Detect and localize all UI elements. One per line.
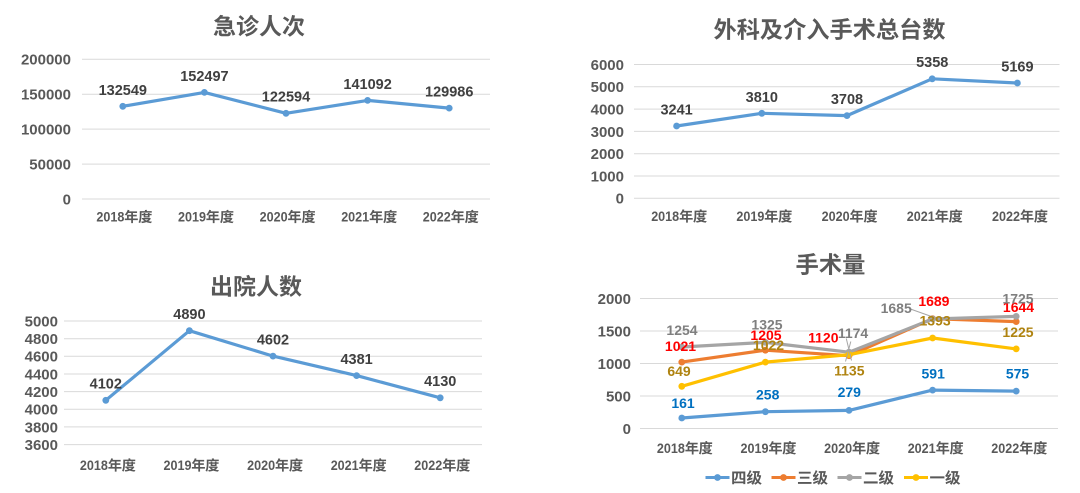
svg-text:2020: 2020 [260,209,288,225]
svg-text:200000: 200000 [21,52,71,69]
svg-text:2020: 2020 [822,208,850,224]
svg-text:575: 575 [1006,365,1030,381]
svg-text:4890: 4890 [173,307,205,323]
svg-text:161: 161 [671,395,695,411]
svg-text:2018: 2018 [657,440,685,456]
svg-text:132549: 132549 [99,83,147,99]
svg-text:152497: 152497 [180,69,228,85]
svg-text:5000: 5000 [25,313,58,330]
svg-text:258: 258 [756,387,780,403]
svg-text:4400: 4400 [25,366,58,383]
svg-text:2018: 2018 [96,209,124,225]
svg-text:2021: 2021 [331,457,359,473]
svg-text:1120: 1120 [808,329,839,345]
svg-text:2018: 2018 [651,208,679,224]
svg-text:2019: 2019 [741,440,769,456]
svg-text:2021: 2021 [908,440,936,456]
svg-text:1325: 1325 [751,317,782,333]
svg-text:1174: 1174 [838,325,869,341]
svg-text:2000: 2000 [591,146,624,163]
svg-text:5000: 5000 [591,79,624,96]
svg-text:2018: 2018 [80,457,108,473]
svg-text:3810: 3810 [746,90,778,106]
svg-text:4102: 4102 [90,377,122,393]
svg-text:1393: 1393 [920,313,951,329]
svg-text:1135: 1135 [834,363,865,379]
svg-text:5169: 5169 [1001,60,1033,76]
svg-text:3000: 3000 [591,124,624,141]
svg-text:2000: 2000 [598,291,631,308]
svg-text:4600: 4600 [25,349,58,366]
svg-text:4130: 4130 [424,374,456,390]
svg-text:1500: 1500 [598,323,631,340]
svg-text:279: 279 [838,384,862,400]
svg-text:4800: 4800 [25,331,58,348]
svg-text:1725: 1725 [1002,291,1033,307]
svg-text:150000: 150000 [21,87,71,104]
svg-text:5358: 5358 [916,55,948,71]
svg-text:4000: 4000 [25,402,58,419]
svg-text:2020: 2020 [824,440,852,456]
svg-text:122594: 122594 [262,90,310,106]
svg-text:1021: 1021 [665,338,696,354]
svg-text:2022: 2022 [991,440,1019,456]
svg-text:2021: 2021 [907,208,935,224]
svg-text:4602: 4602 [257,333,289,349]
svg-text:4200: 4200 [25,384,58,401]
svg-text:2020: 2020 [247,457,275,473]
svg-text:500: 500 [606,388,631,405]
svg-text:1000: 1000 [598,356,631,373]
svg-text:3600: 3600 [25,437,58,454]
svg-text:4000: 4000 [591,102,624,119]
svg-text:2022: 2022 [992,208,1020,224]
svg-text:1000: 1000 [591,168,624,185]
svg-text:1685: 1685 [881,300,912,316]
svg-text:129986: 129986 [425,85,473,101]
svg-text:100000: 100000 [21,122,71,139]
svg-text:2022: 2022 [423,209,451,225]
svg-text:1205: 1205 [750,327,781,343]
svg-text:50000: 50000 [29,157,71,174]
svg-text:4381: 4381 [340,352,372,368]
svg-text:3241: 3241 [660,102,692,118]
svg-text:1022: 1022 [753,337,784,353]
svg-text:0: 0 [616,191,624,208]
svg-text:2019: 2019 [736,208,764,224]
svg-text:0: 0 [63,191,71,208]
svg-text:2019: 2019 [178,209,206,225]
svg-text:6000: 6000 [591,57,624,74]
svg-text:2022: 2022 [414,457,442,473]
svg-text:591: 591 [922,365,946,381]
svg-text:1254: 1254 [666,322,697,338]
svg-text:1644: 1644 [1003,299,1034,315]
svg-text:2021: 2021 [341,209,369,225]
svg-text:1225: 1225 [1002,324,1033,340]
svg-text:141092: 141092 [343,77,391,93]
svg-text:1689: 1689 [918,293,949,309]
svg-text:3708: 3708 [831,92,863,108]
svg-text:2019: 2019 [164,457,192,473]
svg-text:0: 0 [623,421,631,438]
svg-text:649: 649 [667,363,691,379]
svg-text:3800: 3800 [25,419,58,436]
